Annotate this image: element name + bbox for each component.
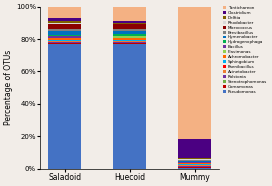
Bar (113, 42, 146, 43)
Bar (178, 158, 211, 159)
Bar (48, 41, 81, 42)
Bar (48, 38, 81, 39)
Bar (48, 23, 81, 25)
Bar (48, 18, 81, 21)
Bar (178, 167, 211, 168)
Bar (113, 21, 146, 23)
Bar (48, 35, 81, 36)
Bar (48, 39, 81, 40)
Bar (178, 139, 211, 158)
Bar (178, 160, 211, 161)
Bar (178, 166, 211, 167)
Bar (178, 165, 211, 166)
Bar (113, 43, 146, 44)
Bar (48, 29, 81, 31)
Bar (113, 41, 146, 42)
Bar (48, 43, 81, 44)
Bar (48, 44, 81, 169)
Bar (113, 25, 146, 29)
Bar (113, 40, 146, 41)
Bar (113, 29, 146, 31)
Bar (178, 159, 211, 160)
Bar (113, 36, 146, 39)
Bar (178, 163, 211, 164)
Bar (113, 24, 146, 25)
Bar (178, 164, 211, 165)
Y-axis label: Percentage of OTUs: Percentage of OTUs (4, 50, 13, 125)
Bar (178, 162, 211, 163)
Bar (48, 31, 81, 35)
Bar (48, 21, 81, 23)
Bar (178, 168, 211, 169)
Bar (48, 42, 81, 43)
Bar (48, 25, 81, 29)
Bar (48, 36, 81, 38)
Bar (113, 44, 146, 169)
Bar (113, 34, 146, 36)
Bar (113, 31, 146, 34)
Bar (113, 39, 146, 40)
Bar (48, 7, 81, 18)
Bar (48, 40, 81, 41)
Bar (178, 6, 211, 139)
Legend: Tantichareon, Clostridium, Delftia, Rhodobacter, Micrococcus, Brevibacillus, Hym: Tantichareon, Clostridium, Delftia, Rhod… (223, 6, 268, 94)
Bar (113, 7, 146, 21)
Bar (178, 161, 211, 162)
Bar (113, 23, 146, 24)
